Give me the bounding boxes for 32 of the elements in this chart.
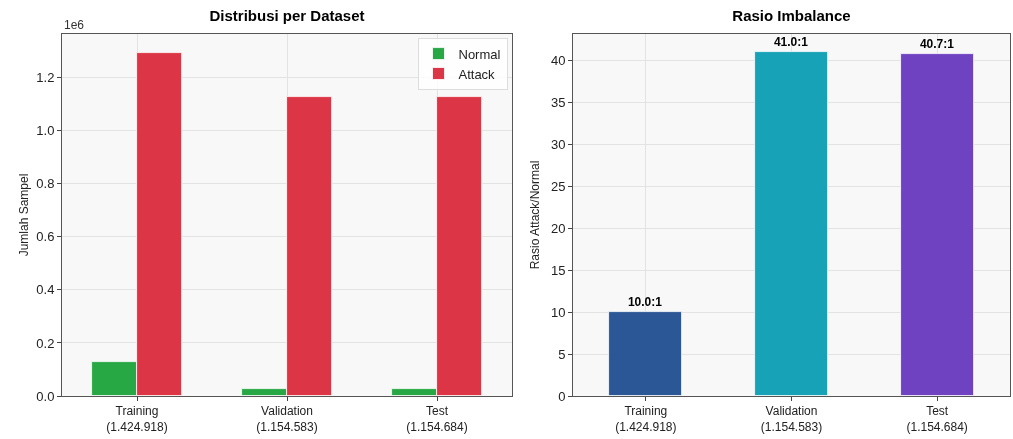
y-tick-label: 35: [550, 94, 566, 110]
y-tick-label: 1.0: [36, 123, 55, 139]
chart-title: Rasio Imbalance: [732, 7, 851, 25]
y-axis-title: Rasio Attack/Normal: [528, 160, 542, 270]
data-label: 40.7:1: [919, 36, 955, 51]
y-tick-label: 20: [550, 220, 566, 236]
y-tick-label: 40: [550, 52, 566, 68]
y-tick-label: 25: [550, 178, 566, 194]
y-tick-label: 5: [558, 346, 566, 362]
y-tick-label: 0.6: [36, 229, 55, 245]
x-tick-label: Validation (1.154.583): [760, 404, 823, 434]
x-tick-label: Validation (1.154.583): [256, 404, 318, 434]
x-tick-label: Training (1.424.918): [615, 404, 677, 434]
y-tick-label: 0.0: [36, 388, 55, 404]
y-tick-label: 30: [550, 136, 566, 152]
x-tick-label: Training (1.424.918): [106, 404, 168, 434]
y-tick-label: 1.2: [36, 70, 55, 86]
data-label: 41.0:1: [773, 34, 809, 49]
x-tick-label: Test (1.154.684): [906, 404, 968, 434]
y-tick-label: 0: [558, 388, 566, 404]
y-tick-label: 0.8: [36, 176, 55, 192]
text: 1e6: [64, 18, 85, 32]
chart-title: Distribusi per Dataset: [209, 7, 365, 25]
x-tick-label: Test (1.154.684): [406, 404, 468, 434]
y-tick-label: 15: [550, 262, 566, 278]
y-tick-label: 0.4: [36, 282, 55, 298]
y-axis-title: Jumlah Sampel: [17, 173, 31, 257]
y-tick-label: 10: [550, 304, 566, 320]
legend-label: Attack: [458, 66, 496, 82]
data-label: 10.0:1: [627, 294, 663, 309]
y-tick-label: 0.2: [36, 335, 55, 351]
legend-label: Normal: [458, 46, 501, 62]
